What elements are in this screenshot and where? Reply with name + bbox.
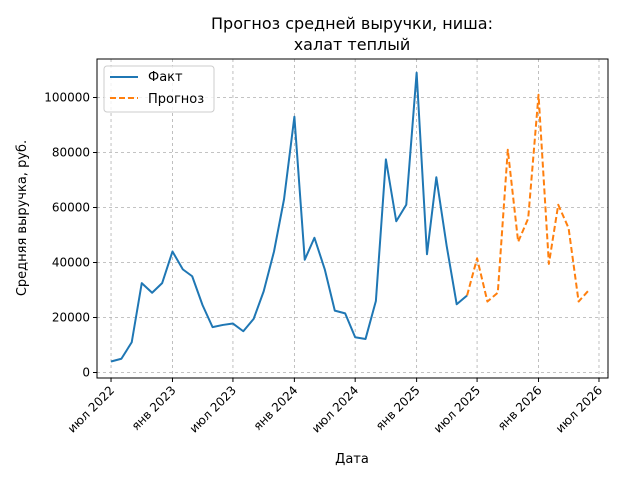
y-tick-label: 100000 [44,91,90,105]
y-tick-label: 20000 [52,311,90,325]
series-line-forecast [466,93,590,303]
y-tick-label: 80000 [52,146,90,160]
grid [97,59,608,378]
y-tick-label: 40000 [52,256,90,270]
y-tick-label: 60000 [52,201,90,215]
chart-title-line1: Прогноз средней выручки, ниша: [211,14,493,33]
plot-series [110,71,590,363]
chart-title-line2: халат теплый [294,35,411,54]
legend: Факт Прогноз [103,65,215,113]
legend-label-forecast: Прогноз [148,92,204,107]
legend-label-fact: Факт [148,70,183,85]
plot-frame [96,58,609,379]
series-line-fact [110,71,468,363]
y-axis-title: Средняя выручка, руб. [15,140,30,296]
y-tick-label: 0 [82,366,90,380]
x-axis-title: Дата [335,452,369,467]
y-axis: 0 20000 40000 60000 80000 100000 [44,91,97,380]
